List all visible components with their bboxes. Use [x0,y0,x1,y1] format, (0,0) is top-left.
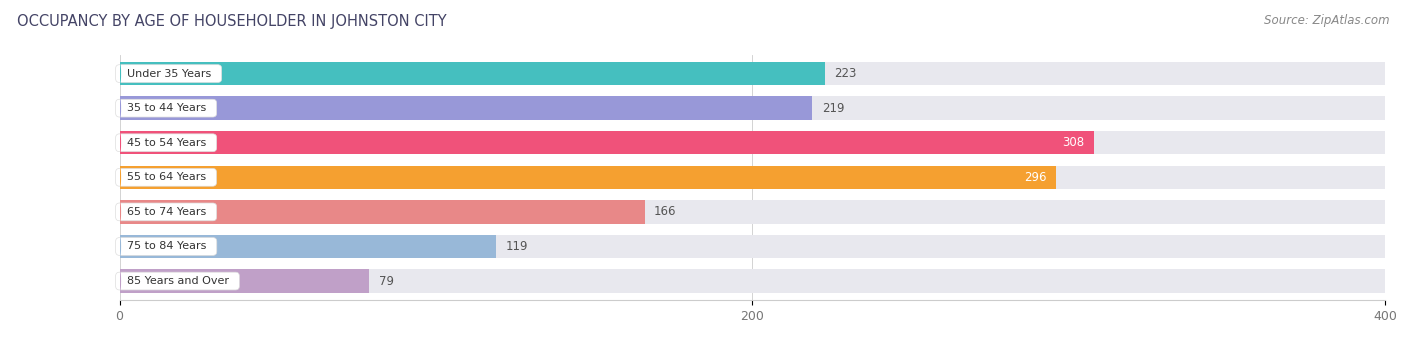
Text: 308: 308 [1063,136,1084,149]
Text: 35 to 44 Years: 35 to 44 Years [120,103,212,113]
Circle shape [118,99,121,118]
Text: 65 to 74 Years: 65 to 74 Years [120,207,212,217]
Bar [120,235,1385,258]
Bar [120,62,1385,85]
Bar [120,166,1385,189]
Text: 79: 79 [380,275,394,287]
Text: Under 35 Years: Under 35 Years [120,69,218,78]
Text: 45 to 54 Years: 45 to 54 Years [120,138,212,148]
Text: Source: ZipAtlas.com: Source: ZipAtlas.com [1264,14,1389,27]
Text: 166: 166 [654,205,676,218]
Circle shape [118,237,121,256]
Bar [120,269,370,293]
Text: 119: 119 [506,240,529,253]
Text: 75 to 84 Years: 75 to 84 Years [120,241,212,251]
Bar [120,97,813,120]
Bar [120,200,645,224]
Circle shape [118,168,121,187]
Text: 55 to 64 Years: 55 to 64 Years [120,172,212,182]
Bar [120,200,1385,224]
Text: 85 Years and Over: 85 Years and Over [120,276,236,286]
Bar [120,97,1385,120]
Circle shape [118,202,121,222]
Text: 223: 223 [835,67,856,80]
Text: 296: 296 [1024,171,1046,184]
Text: 219: 219 [823,102,845,115]
Circle shape [118,64,121,83]
Text: OCCUPANCY BY AGE OF HOUSEHOLDER IN JOHNSTON CITY: OCCUPANCY BY AGE OF HOUSEHOLDER IN JOHNS… [17,14,447,29]
Bar [120,166,1056,189]
Bar [120,62,825,85]
Circle shape [118,133,121,152]
Bar [120,131,1094,154]
Bar [120,269,1385,293]
Bar [120,131,1385,154]
Circle shape [118,271,121,291]
Bar [120,235,496,258]
